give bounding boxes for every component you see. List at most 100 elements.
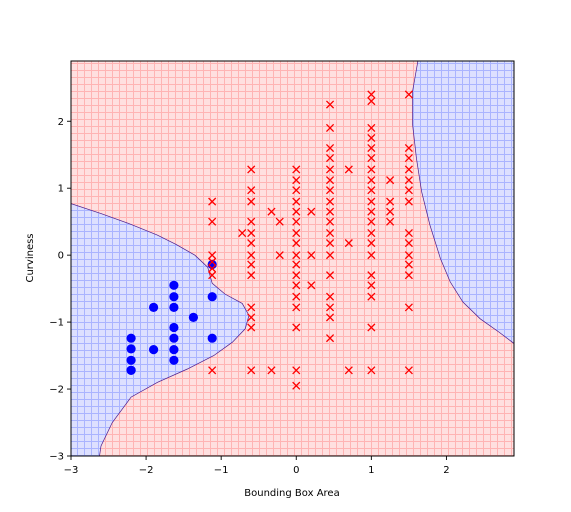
point-circle-2 <box>126 344 136 354</box>
point-x-1 <box>208 217 217 226</box>
point-x-98 <box>404 239 413 248</box>
point-x-23 <box>275 217 284 226</box>
y-tick-label-3: 0 <box>58 251 64 262</box>
point-x-14 <box>247 251 256 260</box>
point-x-89 <box>386 217 395 226</box>
x-tick-label-4: 1 <box>368 465 374 476</box>
point-x-81 <box>367 271 376 280</box>
point-x-74 <box>367 186 376 195</box>
point-x-2 <box>208 251 217 260</box>
point-x-95 <box>404 186 413 195</box>
point-x-53 <box>325 207 335 216</box>
point-x-54 <box>325 217 335 226</box>
point-x-52 <box>325 197 335 206</box>
point-x-56 <box>325 239 335 248</box>
point-x-87 <box>386 197 395 206</box>
x-tick-label-2: −1 <box>214 465 229 476</box>
point-x-93 <box>404 165 413 174</box>
point-x-94 <box>404 176 413 185</box>
point-x-66 <box>367 90 376 99</box>
point-x-97 <box>404 228 413 238</box>
point-circle-1 <box>126 355 136 365</box>
point-x-77 <box>367 217 376 226</box>
point-x-72 <box>367 165 376 174</box>
point-x-5 <box>208 271 217 280</box>
point-x-59 <box>325 292 335 301</box>
point-x-33 <box>292 251 301 260</box>
point-x-43 <box>307 251 316 260</box>
point-x-39 <box>292 323 301 332</box>
point-circle-16 <box>207 292 217 302</box>
point-x-26 <box>292 176 301 185</box>
x-tick-label-1: −2 <box>139 465 154 476</box>
y-tick-label-0: −3 <box>49 452 64 463</box>
point-x-75 <box>367 197 376 206</box>
point-x-15 <box>247 260 256 269</box>
point-x-79 <box>367 239 376 248</box>
point-x-60 <box>325 303 335 312</box>
point-circle-12 <box>169 345 179 355</box>
point-circle-9 <box>169 302 179 312</box>
y-axis-label: Curviness <box>25 233 36 282</box>
point-x-76 <box>367 207 376 216</box>
point-x-8 <box>247 165 256 174</box>
point-x-68 <box>367 123 376 133</box>
x-tick-label-0: −3 <box>64 465 79 476</box>
point-x-99 <box>404 251 413 260</box>
point-x-34 <box>292 260 301 269</box>
x-tick-label-5: 2 <box>443 465 449 476</box>
point-x-48 <box>325 154 335 163</box>
point-x-24 <box>275 251 284 260</box>
point-x-85 <box>367 366 376 375</box>
point-x-73 <box>367 176 376 185</box>
point-x-71 <box>367 154 376 163</box>
point-x-84 <box>367 323 376 332</box>
point-x-55 <box>325 228 335 238</box>
point-x-32 <box>292 239 301 248</box>
point-x-78 <box>367 228 376 238</box>
point-circle-4 <box>126 365 136 375</box>
point-x-25 <box>292 165 301 174</box>
point-x-11 <box>247 217 256 226</box>
point-x-67 <box>367 97 376 106</box>
point-x-45 <box>325 100 335 109</box>
point-x-92 <box>404 154 413 163</box>
point-x-70 <box>367 143 376 153</box>
point-x-30 <box>292 217 301 226</box>
point-x-3 <box>208 257 217 266</box>
point-x-36 <box>292 281 301 290</box>
y-tick-label-5: 2 <box>58 117 64 128</box>
point-x-28 <box>292 197 301 206</box>
point-x-4 <box>208 264 217 273</box>
point-x-18 <box>247 313 256 322</box>
point-x-27 <box>292 186 301 195</box>
point-x-82 <box>367 281 376 290</box>
point-x-35 <box>292 271 301 280</box>
point-x-0 <box>208 197 217 206</box>
point-x-100 <box>404 260 413 269</box>
x-axis-label: Bounding Box Area <box>244 488 339 499</box>
class-0-regions <box>71 61 514 456</box>
point-x-91 <box>404 143 413 153</box>
point-x-90 <box>404 90 413 99</box>
point-x-102 <box>404 303 413 312</box>
point-x-58 <box>325 271 335 280</box>
x-tick-label-3: 0 <box>293 465 299 476</box>
point-circle-8 <box>169 292 179 302</box>
point-x-17 <box>247 303 256 312</box>
point-x-83 <box>367 292 376 301</box>
point-x-10 <box>247 197 256 206</box>
point-x-80 <box>367 251 376 260</box>
data-points <box>126 90 413 390</box>
point-x-13 <box>247 239 256 248</box>
point-x-31 <box>292 228 301 238</box>
point-x-86 <box>386 176 395 185</box>
point-x-57 <box>325 251 335 260</box>
point-circle-7 <box>169 280 179 290</box>
point-x-37 <box>292 292 301 301</box>
point-x-40 <box>292 366 301 375</box>
point-x-64 <box>344 239 353 248</box>
point-circle-3 <box>126 333 136 343</box>
point-circle-13 <box>169 355 179 365</box>
point-circle-6 <box>149 302 159 312</box>
